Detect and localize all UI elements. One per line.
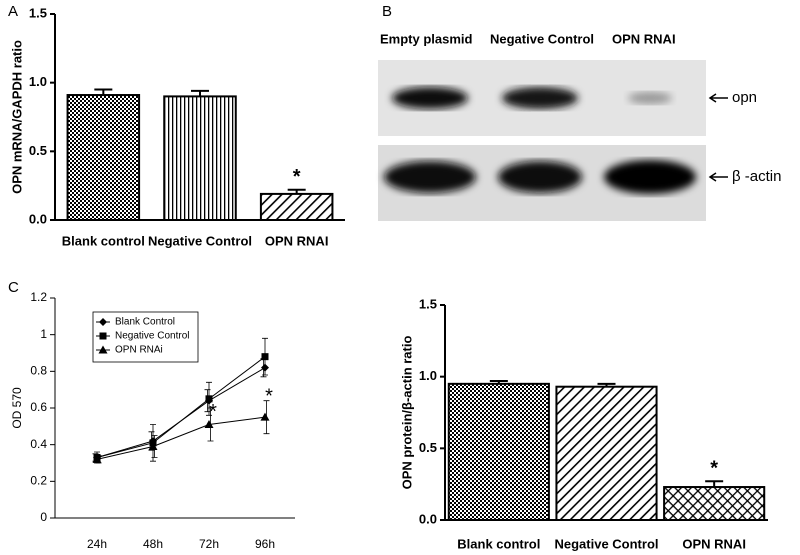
point [205,395,213,403]
point [260,412,270,421]
y-tick-label: 1.5 [419,296,437,311]
y-tick-label: 0.6 [30,400,47,414]
x-tick-label: Blank control [457,536,540,551]
line [96,416,266,460]
y-tick-label: 0.5 [419,440,437,455]
y-tick-label: 0.0 [419,511,437,526]
lane-label: Negative Control [490,31,594,46]
point [261,353,269,361]
annotation: * [265,385,273,407]
error-bar [489,379,508,384]
x-tick-label: OPN RNAI [265,233,329,248]
bar [66,94,141,221]
line [96,356,266,458]
y-tick-label: 1.2 [30,290,47,304]
band-label: opn [732,89,757,106]
panel-label: A [8,3,18,20]
annotation: * [710,458,718,480]
lane-label: Empty plasmid [380,31,473,46]
x-tick-label: Negative Control [148,233,252,248]
y-tick-label: 1.0 [419,368,437,383]
error-bar [597,382,616,387]
annotation: * [209,401,217,423]
legend-marker [99,332,107,340]
y-tick-label: 0.4 [30,437,47,451]
legend-label: OPN RNAi [115,345,163,356]
y-tick-label: 0.2 [30,474,47,488]
legend-label: Blank Control [115,317,175,328]
legend-box [92,311,199,363]
arrow [708,93,728,182]
error-bar [94,88,113,96]
y-tick-label: 0.0 [29,211,47,226]
x-tick-label: 24h [87,537,107,551]
y-tick-label: 0.5 [29,143,47,158]
blot-image [378,60,706,221]
y-tick-label: 0.8 [30,364,47,378]
y-axis-label: OD 570 [10,387,24,429]
y-axis-label: OPN protein/β-actin ratio [399,336,414,490]
panel-label: B [382,3,392,20]
x-tick-label: OPN RNAI [682,536,746,551]
legend-marker [98,345,108,354]
x-tick-label: 72h [199,537,219,551]
y-axis-label: OPN mRNA/GAPDH ratio [9,40,24,194]
y-tick-label: 0 [40,510,47,524]
error-bar [705,480,724,488]
error-bar [287,188,306,194]
bar [663,486,766,521]
x-tick-label: Negative Control [554,536,658,551]
bar [555,385,658,522]
bar [163,95,237,221]
annotation: * [293,166,301,188]
point [92,454,102,463]
error-bar [191,89,209,97]
point [204,420,214,428]
y-tick-label: 1.0 [29,74,47,89]
line [96,367,266,458]
bar [447,382,550,522]
x-tick-label: Blank control [62,233,145,248]
bar [259,192,334,221]
point [148,442,158,450]
y-tick-label: 1 [40,327,47,341]
x-tick-label: 96h [255,537,275,551]
band-label: β -actin [732,168,781,185]
panel-label: C [8,279,19,296]
legend-marker [99,318,107,326]
y-tick-label: 1.5 [29,5,47,20]
lane-label: OPN RNAI [612,31,676,46]
x-tick-label: 48h [143,537,163,551]
legend-label: Negative Control [115,331,189,342]
